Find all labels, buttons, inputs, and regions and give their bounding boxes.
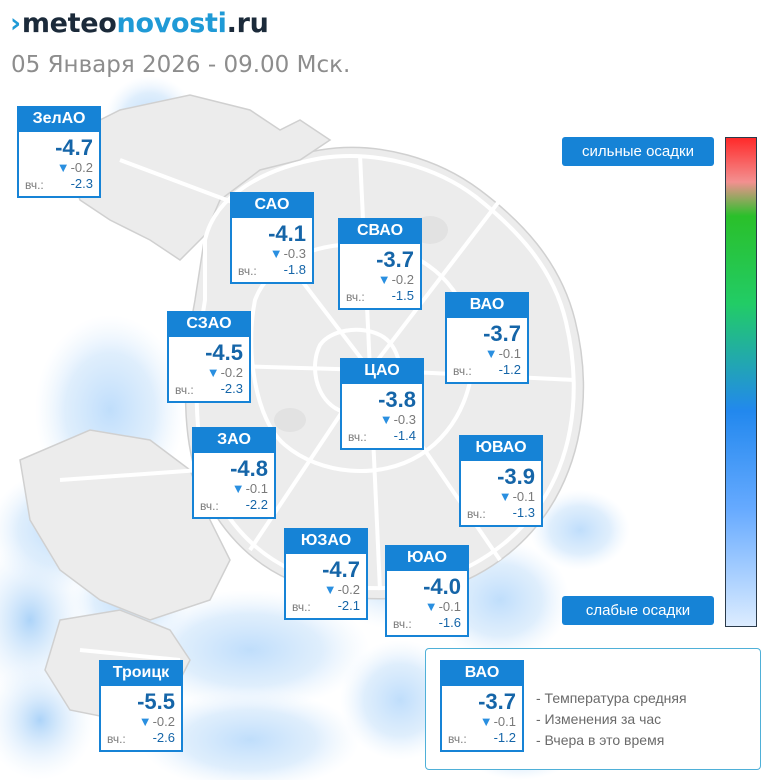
district-yesterday: -1.3 — [512, 505, 535, 520]
district-temp: -4.8 — [230, 456, 268, 481]
yesterday-label: вч.: — [175, 383, 194, 397]
triangle-down-icon: ▼ — [484, 346, 498, 361]
yesterday-label: вч.: — [448, 732, 467, 746]
district-temp: -4.1 — [268, 221, 306, 246]
district-yesterday: -2.6 — [152, 730, 175, 745]
district-yesterday: -1.4 — [393, 428, 416, 443]
district-temp: -5.5 — [137, 689, 175, 714]
triangle-down-icon: ▼ — [424, 599, 438, 614]
district-change: ▼-0.1 — [498, 489, 535, 504]
scale-top-label: сильные осадки — [562, 137, 714, 166]
district-name: ЦАО — [340, 358, 424, 384]
district-name: ЮАО — [385, 545, 469, 571]
district-card-yuzao: ЮЗАО -4.7 ▼-0.2 вч.: -2.1 — [284, 528, 368, 620]
district-name: ВАО — [445, 292, 529, 318]
yesterday-label: вч.: — [292, 600, 311, 614]
forecast-date: 05 Января 2026 - 09.00 Мск. — [11, 52, 351, 78]
yesterday-label: вч.: — [393, 617, 412, 631]
district-temp: -4.7 — [322, 557, 360, 582]
district-change: ▼-0.2 — [56, 160, 93, 175]
district-change: ▼-0.2 — [323, 582, 360, 597]
district-yesterday: -2.1 — [337, 598, 360, 613]
district-yesterday: -1.2 — [498, 362, 521, 377]
district-name: ВАО — [440, 660, 524, 686]
yesterday-label: вч.: — [107, 732, 126, 746]
yesterday-label: вч.: — [453, 364, 472, 378]
district-yesterday: -1.8 — [283, 262, 306, 277]
district-yesterday: -2.3 — [70, 176, 93, 191]
triangle-down-icon: ▼ — [269, 246, 283, 261]
district-card-zao: ЗАО -4.8 ▼-0.1 вч.: -2.2 — [192, 427, 276, 519]
district-change: ▼-0.1 — [231, 481, 268, 496]
district-yesterday: -1.2 — [493, 730, 516, 745]
district-name: САО — [230, 192, 314, 218]
district-card-szao: СЗАО -4.5 ▼-0.2 вч.: -2.3 — [167, 311, 251, 403]
yesterday-label: вч.: — [25, 178, 44, 192]
yesterday-label: вч.: — [467, 507, 486, 521]
district-change: ▼-0.2 — [377, 272, 414, 287]
logo-prefix: meteo — [21, 8, 117, 39]
district-card-yuvao: ЮВАО -3.9 ▼-0.1 вч.: -1.3 — [459, 435, 543, 527]
precipitation-scale-bar — [725, 137, 757, 627]
triangle-down-icon: ▼ — [479, 714, 493, 729]
triangle-down-icon: ▼ — [138, 714, 152, 729]
district-card-troitsk: Троицк -5.5 ▼-0.2 вч.: -2.6 — [99, 660, 183, 752]
district-card-vao: ВАО -3.7 ▼-0.1 вч.: -1.2 — [445, 292, 529, 384]
triangle-down-icon: ▼ — [231, 481, 245, 496]
district-card-yuao: ЮАО -4.0 ▼-0.1 вч.: -1.6 — [385, 545, 469, 637]
district-yesterday: -2.3 — [220, 381, 243, 396]
district-temp: -3.7 — [376, 247, 414, 272]
district-yesterday: -1.6 — [438, 615, 461, 630]
triangle-down-icon: ▼ — [379, 412, 393, 427]
triangle-down-icon: ▼ — [323, 582, 337, 597]
scale-bottom-label: слабые осадки — [562, 596, 714, 625]
logo-accent: novosti — [116, 8, 227, 39]
district-yesterday: -1.5 — [391, 288, 414, 303]
logo-suffix: .ru — [226, 8, 269, 39]
district-change: ▼-0.2 — [206, 365, 243, 380]
yesterday-label: вч.: — [348, 430, 367, 444]
district-temp: -4.0 — [423, 574, 461, 599]
legend-yesterday-text: - Вчера в это время — [536, 732, 665, 748]
triangle-down-icon: ▼ — [206, 365, 220, 380]
district-temp: -3.9 — [497, 464, 535, 489]
site-logo[interactable]: ›meteonovosti.ru — [10, 8, 269, 39]
district-temp: -3.8 — [378, 387, 416, 412]
district-temp: -3.7 — [483, 321, 521, 346]
district-yesterday: -2.2 — [245, 497, 268, 512]
district-change: ▼-0.1 — [484, 346, 521, 361]
district-name: ЗАО — [192, 427, 276, 453]
district-card-sao: САО -4.1 ▼-0.3 вч.: -1.8 — [230, 192, 314, 284]
yesterday-label: вч.: — [238, 264, 257, 278]
logo-mark-icon: › — [10, 8, 21, 39]
district-name: ЮВАО — [459, 435, 543, 461]
triangle-down-icon: ▼ — [56, 160, 70, 175]
district-name: ЮЗАО — [284, 528, 368, 554]
district-card-svao: СВАО -3.7 ▼-0.2 вч.: -1.5 — [338, 218, 422, 310]
district-change: ▼-0.1 — [479, 714, 516, 729]
district-name: СВАО — [338, 218, 422, 244]
yesterday-label: вч.: — [346, 290, 365, 304]
yesterday-label: вч.: — [200, 499, 219, 513]
district-change: ▼-0.1 — [424, 599, 461, 614]
district-temp: -4.5 — [205, 340, 243, 365]
district-temp: -4.7 — [55, 135, 93, 160]
district-name: СЗАО — [167, 311, 251, 337]
district-name: Троицк — [99, 660, 183, 686]
district-change: ▼-0.3 — [269, 246, 306, 261]
triangle-down-icon: ▼ — [377, 272, 391, 287]
district-change: ▼-0.2 — [138, 714, 175, 729]
district-name: ЗелАО — [17, 106, 101, 132]
district-change: ▼-0.3 — [379, 412, 416, 427]
district-card-cao: ЦАО -3.8 ▼-0.3 вч.: -1.4 — [340, 358, 424, 450]
district-card-zelao: ЗелАО -4.7 ▼-0.2 вч.: -2.3 — [17, 106, 101, 198]
legend-example-card: ВАО -3.7 ▼-0.1 вч.: -1.2 — [440, 660, 524, 752]
district-temp: -3.7 — [478, 689, 516, 714]
legend-change-text: - Изменения за час — [536, 711, 662, 727]
legend-temp-text: - Температура средняя — [536, 690, 687, 706]
triangle-down-icon: ▼ — [498, 489, 512, 504]
